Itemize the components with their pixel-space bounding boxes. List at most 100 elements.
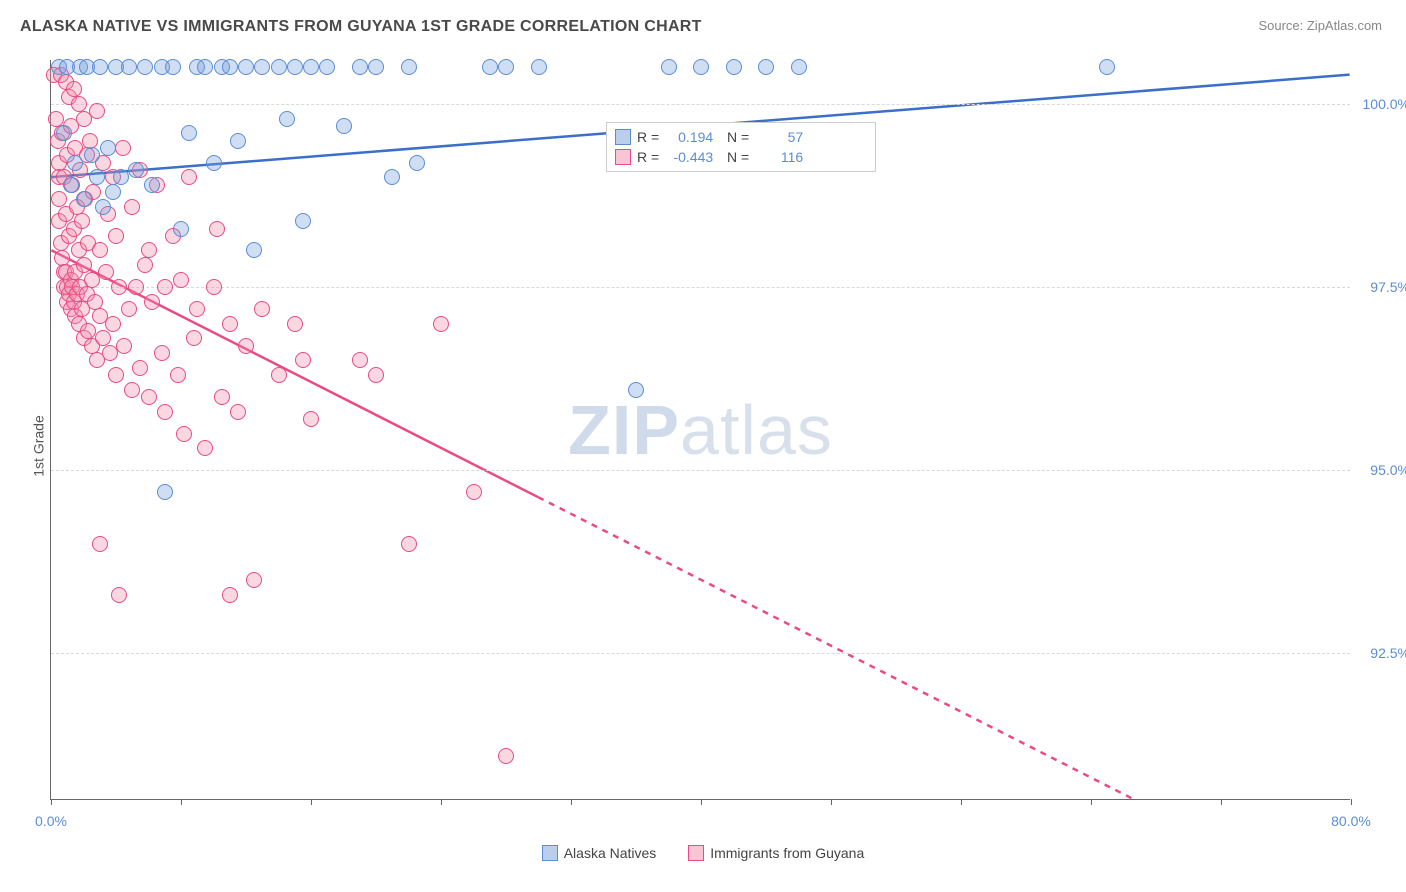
marker-blue <box>84 147 100 163</box>
stat-n-b: 116 <box>755 149 803 165</box>
marker-pink <box>189 301 205 317</box>
marker-blue <box>279 111 295 127</box>
marker-pink <box>74 213 90 229</box>
marker-pink <box>209 221 225 237</box>
marker-pink <box>66 81 82 97</box>
marker-blue <box>105 184 121 200</box>
watermark: ZIPatlas <box>568 390 833 470</box>
stat-n-a: 57 <box>755 129 803 145</box>
stat-n-label: N = <box>719 129 749 145</box>
x-tick <box>961 799 962 805</box>
marker-blue <box>144 177 160 193</box>
marker-blue <box>222 59 238 75</box>
marker-pink <box>230 404 246 420</box>
marker-blue <box>482 59 498 75</box>
marker-pink <box>95 330 111 346</box>
marker-pink <box>141 389 157 405</box>
gridline <box>51 653 1350 654</box>
marker-pink <box>352 352 368 368</box>
marker-blue <box>726 59 742 75</box>
marker-blue <box>409 155 425 171</box>
legend-label-a: Alaska Natives <box>564 845 657 861</box>
marker-pink <box>84 272 100 288</box>
marker-pink <box>124 382 140 398</box>
stat-r-label: R = <box>637 129 659 145</box>
marker-blue <box>238 59 254 75</box>
x-tick <box>1221 799 1222 805</box>
marker-pink <box>246 572 262 588</box>
marker-pink <box>92 536 108 552</box>
marker-pink <box>271 367 287 383</box>
x-tick <box>51 799 52 805</box>
marker-pink <box>71 96 87 112</box>
marker-pink <box>170 367 186 383</box>
marker-blue <box>137 59 153 75</box>
gridline <box>51 470 1350 471</box>
marker-blue <box>368 59 384 75</box>
marker-blue <box>336 118 352 134</box>
marker-pink <box>197 440 213 456</box>
x-tick-label: 0.0% <box>35 813 67 829</box>
marker-pink <box>128 279 144 295</box>
legend-label-b: Immigrants from Guyana <box>710 845 864 861</box>
marker-pink <box>238 338 254 354</box>
marker-blue <box>230 133 246 149</box>
marker-pink <box>89 103 105 119</box>
plot-area: ZIPatlas R = 0.194 N = 57 R = -0.443 N =… <box>50 60 1350 800</box>
marker-pink <box>206 279 222 295</box>
marker-pink <box>132 360 148 376</box>
stat-n-label2: N = <box>719 149 749 165</box>
x-tick <box>1351 799 1352 805</box>
marker-pink <box>80 323 96 339</box>
marker-pink <box>157 279 173 295</box>
marker-blue <box>401 59 417 75</box>
x-tick <box>311 799 312 805</box>
marker-pink <box>111 587 127 603</box>
marker-blue <box>1099 59 1115 75</box>
marker-pink <box>173 272 189 288</box>
y-tick-label: 95.0% <box>1370 462 1406 478</box>
stat-r-b: -0.443 <box>665 149 713 165</box>
y-tick-label: 100.0% <box>1363 96 1406 112</box>
marker-blue <box>121 59 137 75</box>
marker-pink <box>176 426 192 442</box>
marker-pink <box>303 411 319 427</box>
marker-pink <box>102 345 118 361</box>
marker-blue <box>246 242 262 258</box>
marker-blue <box>295 213 311 229</box>
x-tick-label: 80.0% <box>1331 813 1371 829</box>
marker-blue <box>352 59 368 75</box>
legend-swatch-pink <box>688 845 704 861</box>
marker-pink <box>222 587 238 603</box>
y-axis-label: 1st Grade <box>31 415 47 476</box>
marker-blue <box>319 59 335 75</box>
marker-pink <box>144 294 160 310</box>
marker-pink <box>214 389 230 405</box>
marker-blue <box>498 59 514 75</box>
marker-blue <box>181 125 197 141</box>
marker-blue <box>100 140 116 156</box>
marker-pink <box>124 199 140 215</box>
marker-blue <box>95 199 111 215</box>
marker-pink <box>154 345 170 361</box>
marker-pink <box>111 279 127 295</box>
marker-blue <box>287 59 303 75</box>
marker-blue <box>693 59 709 75</box>
marker-pink <box>116 338 132 354</box>
marker-blue <box>63 177 79 193</box>
marker-pink <box>137 257 153 273</box>
x-tick <box>441 799 442 805</box>
marker-pink <box>181 169 197 185</box>
marker-pink <box>498 748 514 764</box>
marker-pink <box>287 316 303 332</box>
marker-pink <box>48 111 64 127</box>
marker-blue <box>89 169 105 185</box>
marker-blue <box>56 125 72 141</box>
marker-blue <box>197 59 213 75</box>
marker-pink <box>82 133 98 149</box>
marker-blue <box>531 59 547 75</box>
chart-title: ALASKA NATIVE VS IMMIGRANTS FROM GUYANA … <box>20 18 702 36</box>
marker-pink <box>222 316 238 332</box>
marker-blue <box>128 162 144 178</box>
marker-pink <box>401 536 417 552</box>
